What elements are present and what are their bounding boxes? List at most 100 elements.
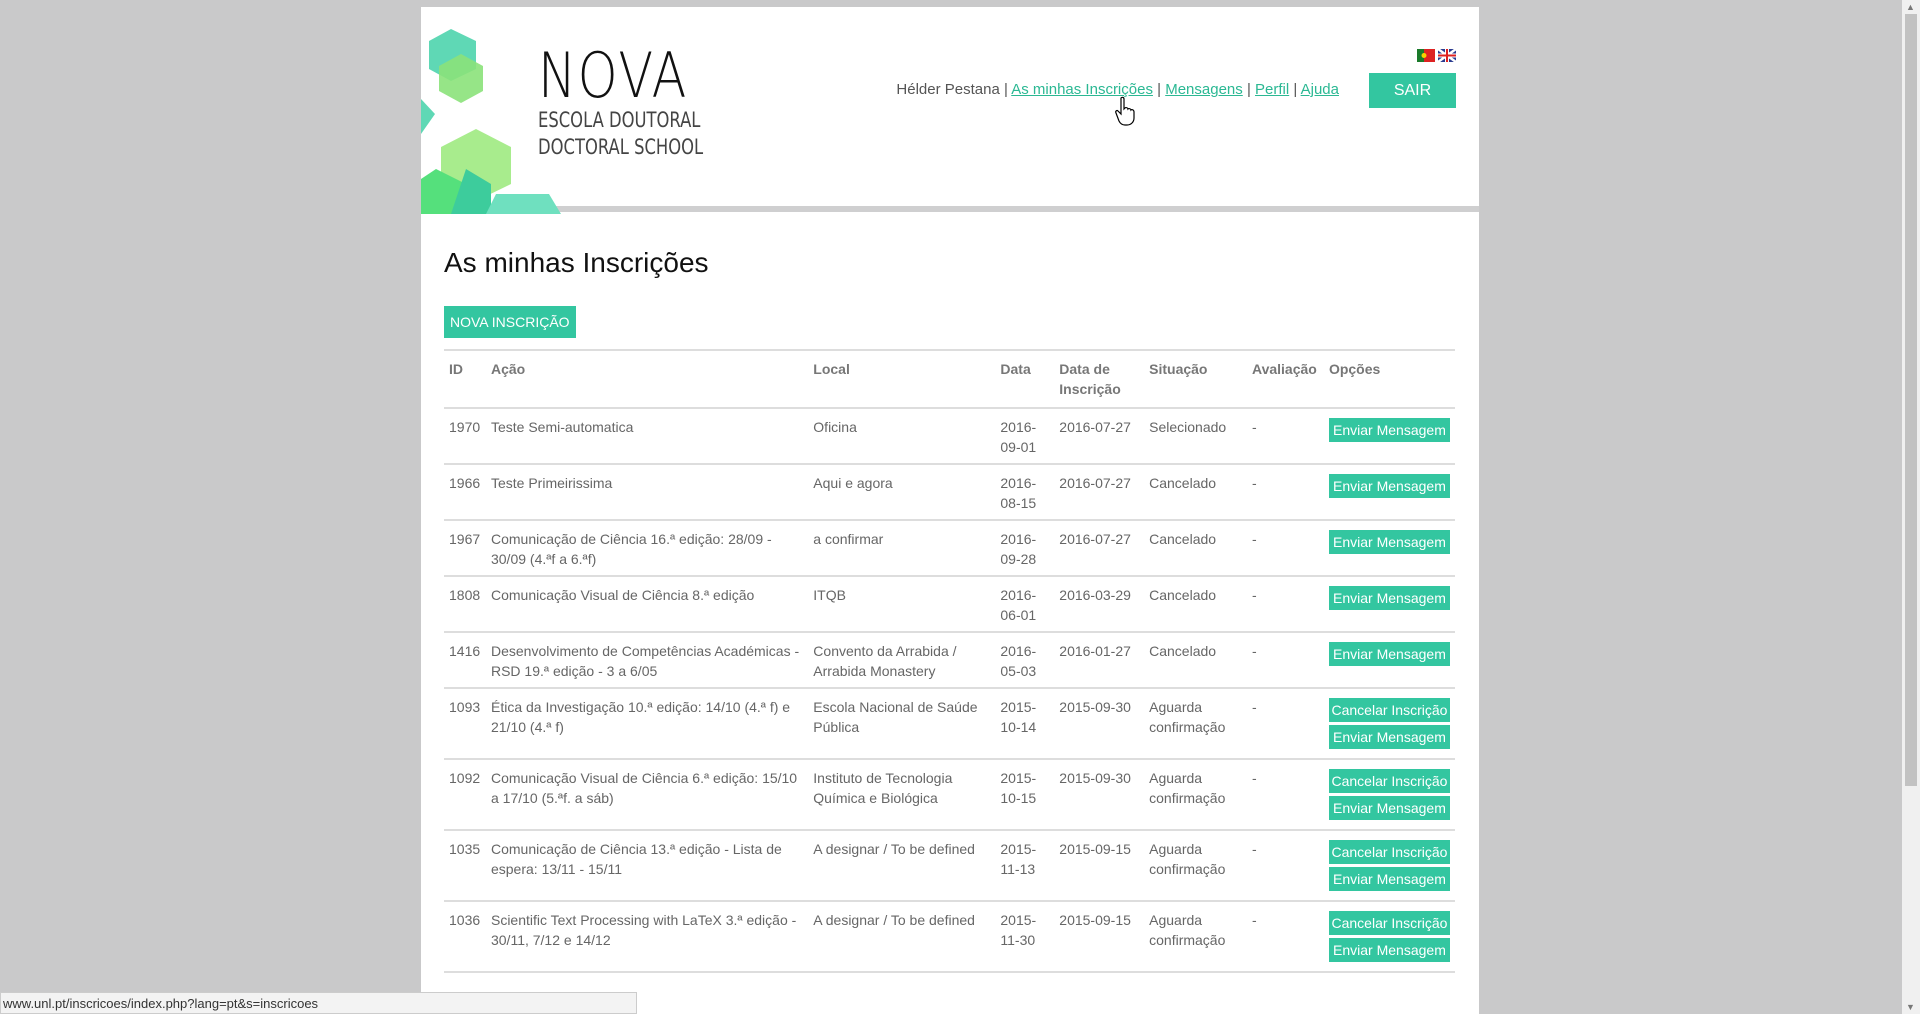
cell-inscricao: 2016-01-27 bbox=[1054, 632, 1145, 689]
send-message-button[interactable]: Enviar Mensagem bbox=[1328, 586, 1450, 610]
scroll-up-icon[interactable]: ▲ bbox=[1906, 2, 1915, 12]
cell-inscricao: 2016-07-27 bbox=[1054, 464, 1145, 521]
cell-options: Cancelar Inscrição Enviar Mensagem bbox=[1323, 901, 1455, 973]
cell-options: Enviar Mensagem bbox=[1323, 632, 1455, 689]
cell-situacao: Selecionado bbox=[1144, 408, 1247, 465]
cell-data: 2016-06-01 bbox=[995, 576, 1055, 633]
cell-id: 1967 bbox=[444, 520, 486, 577]
cell-situacao: Cancelado bbox=[1144, 632, 1247, 689]
cell-data: 2016-09-01 bbox=[995, 408, 1055, 465]
cell-local: A designar / To be defined bbox=[808, 901, 996, 973]
cell-data: 2015-11-30 bbox=[995, 901, 1055, 973]
separator: | bbox=[1003, 81, 1008, 98]
cell-avaliacao: - bbox=[1246, 520, 1324, 577]
cell-avaliacao: - bbox=[1246, 688, 1324, 760]
cancel-registration-button[interactable]: Cancelar Inscrição bbox=[1328, 911, 1450, 935]
send-message-button[interactable]: Enviar Mensagem bbox=[1328, 725, 1450, 749]
cell-options: Cancelar Inscrição Enviar Mensagem bbox=[1323, 759, 1455, 831]
cell-situacao: Cancelado bbox=[1144, 576, 1247, 633]
send-message-button[interactable]: Enviar Mensagem bbox=[1328, 474, 1450, 498]
cell-options: Cancelar Inscrição Enviar Mensagem bbox=[1323, 830, 1455, 902]
cell-options: Cancelar Inscrição Enviar Mensagem bbox=[1323, 688, 1455, 760]
nav-my-registrations[interactable]: As minhas Inscrições bbox=[1011, 81, 1153, 98]
cell-inscricao: 2015-09-15 bbox=[1054, 901, 1145, 973]
send-message-button[interactable]: Enviar Mensagem bbox=[1328, 867, 1450, 891]
logout-button[interactable]: SAIR bbox=[1369, 73, 1456, 108]
cell-id: 1035 bbox=[444, 830, 486, 902]
cell-local: Oficina bbox=[808, 408, 996, 465]
status-bar-url: www.unl.pt/inscricoes/index.php?lang=pt&… bbox=[0, 992, 637, 1014]
cell-local: A designar / To be defined bbox=[808, 830, 996, 902]
separator: | bbox=[1157, 81, 1162, 98]
nav-messages[interactable]: Mensagens bbox=[1165, 81, 1243, 98]
cell-acao: Teste Semi-automatica bbox=[485, 408, 809, 465]
send-message-button[interactable]: Enviar Mensagem bbox=[1328, 938, 1450, 962]
scrollbar-thumb[interactable] bbox=[1905, 14, 1917, 786]
send-message-button[interactable]: Enviar Mensagem bbox=[1328, 796, 1450, 820]
cell-local: Aqui e agora bbox=[808, 464, 996, 521]
cell-inscricao: 2015-09-30 bbox=[1054, 688, 1145, 760]
column-header: Opções bbox=[1323, 350, 1455, 409]
cell-situacao: Cancelado bbox=[1144, 520, 1247, 577]
scroll-down-icon[interactable]: ▼ bbox=[1906, 1002, 1915, 1012]
nav-profile[interactable]: Perfil bbox=[1255, 81, 1290, 98]
column-header: ID bbox=[444, 350, 486, 409]
cell-acao: Comunicação Visual de Ciência 6.ª edição… bbox=[485, 759, 809, 831]
nav-help[interactable]: Ajuda bbox=[1300, 81, 1339, 98]
column-header: Data de Inscrição bbox=[1054, 350, 1145, 409]
cell-id: 1808 bbox=[444, 576, 486, 633]
language-switcher bbox=[1417, 49, 1456, 62]
page-title: As minhas Inscrições bbox=[444, 247, 709, 278]
table-row: 1808 Comunicação Visual de Ciência 8.ª ed… bbox=[444, 576, 1455, 633]
send-message-button[interactable]: Enviar Mensagem bbox=[1328, 530, 1450, 554]
cancel-registration-button[interactable]: Cancelar Inscrição bbox=[1328, 769, 1450, 793]
column-header: Situação bbox=[1144, 350, 1247, 409]
cell-acao: Comunicação de Ciência 16.ª edição: 28/0… bbox=[485, 520, 809, 577]
cell-id: 1036 bbox=[444, 901, 486, 973]
cell-situacao: Aguarda confirmação bbox=[1144, 688, 1247, 760]
cell-data: 2015-10-14 bbox=[995, 688, 1055, 760]
cell-id: 1093 bbox=[444, 688, 486, 760]
scrollbar[interactable]: ▲ ▼ bbox=[1902, 0, 1920, 1014]
cell-inscricao: 2016-07-27 bbox=[1054, 520, 1145, 577]
cell-local: a confirmar bbox=[808, 520, 996, 577]
cell-id: 1416 bbox=[444, 632, 486, 689]
logo-text: NOVA ESCOLA DOUTORAL DOCTORAL SCHOOL bbox=[538, 45, 750, 161]
cell-avaliacao: - bbox=[1246, 830, 1324, 902]
cell-options: Enviar Mensagem bbox=[1323, 576, 1455, 633]
cell-options: Enviar Mensagem bbox=[1323, 408, 1455, 465]
logo-hexagons bbox=[421, 29, 561, 214]
send-message-button[interactable]: Enviar Mensagem bbox=[1328, 642, 1450, 666]
cell-local: Convento da Arrabida / Arrabida Monaster… bbox=[808, 632, 996, 689]
cell-data: 2016-05-03 bbox=[995, 632, 1055, 689]
user-nav: Hélder Pestana | As minhas Inscrições | … bbox=[896, 81, 1339, 98]
cell-id: 1970 bbox=[444, 408, 486, 465]
cell-inscricao: 2016-07-27 bbox=[1054, 408, 1145, 465]
cell-inscricao: 2016-03-29 bbox=[1054, 576, 1145, 633]
hand-cursor-icon bbox=[1115, 96, 1135, 126]
cell-avaliacao: - bbox=[1246, 576, 1324, 633]
cell-acao: Comunicação Visual de Ciência 8.ª edição bbox=[485, 576, 809, 633]
uk-flag-icon[interactable] bbox=[1438, 49, 1456, 62]
header: NOVA ESCOLA DOUTORAL DOCTORAL SCHOOL Hél… bbox=[421, 7, 1479, 214]
new-registration-button[interactable]: NOVA INSCRIÇÃO bbox=[444, 306, 576, 338]
pt-flag-icon[interactable] bbox=[1417, 49, 1435, 62]
cell-id: 1092 bbox=[444, 759, 486, 831]
table-row: 1970 Teste Semi-automatica Oficina 2016-09-… bbox=[444, 408, 1455, 465]
cell-avaliacao: - bbox=[1246, 759, 1324, 831]
table-row: 1036 Scientific Text Processing with LaTe… bbox=[444, 901, 1455, 973]
cell-avaliacao: - bbox=[1246, 408, 1324, 465]
cell-acao: Scientific Text Processing with LaTeX 3.… bbox=[485, 901, 809, 973]
separator: | bbox=[1293, 81, 1298, 98]
cell-avaliacao: - bbox=[1246, 632, 1324, 689]
column-header: Ação bbox=[485, 350, 809, 409]
table-row: 1093 Ética da Investigação 10.ª edição: 1… bbox=[444, 688, 1455, 760]
column-header: Local bbox=[808, 350, 996, 409]
send-message-button[interactable]: Enviar Mensagem bbox=[1328, 418, 1450, 442]
cancel-registration-button[interactable]: Cancelar Inscrição bbox=[1328, 698, 1450, 722]
table-row: 1416 Desenvolvimento de Competências Acad… bbox=[444, 632, 1455, 689]
cell-avaliacao: - bbox=[1246, 901, 1324, 973]
registrations-table: ID Ação Local Data Data de Inscrição Situação… bbox=[444, 349, 1455, 973]
table-row: 1035 Comunicação de Ciência 13.ª edição -… bbox=[444, 830, 1455, 902]
cancel-registration-button[interactable]: Cancelar Inscrição bbox=[1328, 840, 1450, 864]
